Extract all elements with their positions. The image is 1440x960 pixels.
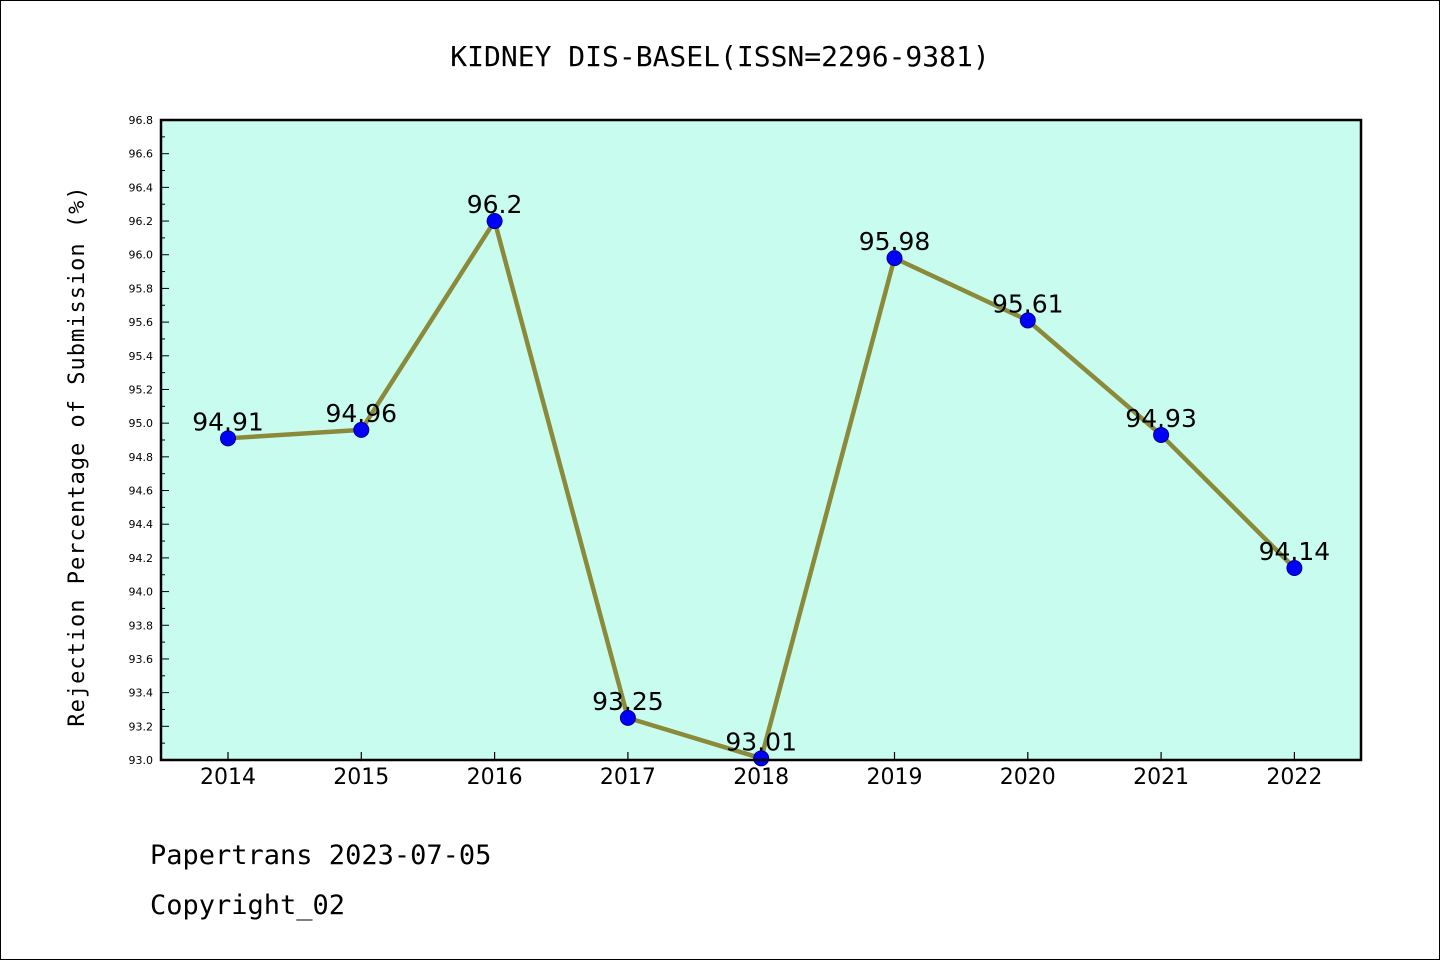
y-tick-label: 94.4 (129, 518, 154, 531)
y-tick-label: 93.0 (129, 754, 154, 767)
y-tick-label: 95.0 (129, 417, 154, 430)
data-label: 94.93 (1125, 404, 1197, 433)
x-tick-label: 2020 (1000, 765, 1056, 790)
data-label-group: 94.91 94.96 96.2 93.25 93.01 95.98 95.61 94.93 9… (192, 190, 1330, 756)
x-tick-label: 2014 (200, 765, 256, 790)
plot-area (161, 120, 1361, 760)
data-label: 95.98 (859, 227, 931, 256)
y-tick-label: 96.0 (129, 249, 154, 262)
data-label: 94.96 (326, 399, 398, 428)
y-tick-label: 96.2 (129, 215, 154, 228)
y-tick-label: 96.4 (129, 181, 154, 194)
data-label: 94.14 (1259, 537, 1331, 566)
data-point (619, 709, 636, 726)
footer-date: Papertrans 2023-07-05 (150, 840, 491, 871)
y-tick-label: 96.6 (129, 148, 154, 161)
y-axis-label: Rejection Percentage of Submission (%) (65, 185, 90, 726)
x-tick-label: 2015 (333, 765, 389, 790)
x-axis: 2014 2015 2016 2017 2018 2019 2020 2021 2022 (200, 752, 1322, 790)
y-tick-label: 93.2 (129, 720, 154, 733)
y-tick-label: 93.6 (129, 653, 154, 666)
data-label: 96.2 (467, 190, 523, 219)
y-tick-label: 94.0 (129, 586, 154, 599)
data-point (486, 213, 503, 230)
y-tick-label: 96.8 (129, 114, 154, 127)
x-tick-label: 2021 (1133, 765, 1189, 790)
plot-border (159, 118, 1363, 762)
y-tick-label: 95.2 (129, 383, 154, 396)
data-point (1153, 426, 1170, 443)
y-tick-label: 94.2 (129, 552, 154, 565)
data-label: 95.61 (992, 289, 1064, 318)
data-point (753, 750, 770, 767)
data-label: 93.25 (592, 687, 664, 716)
y-axis: 93.0 93.2 93.4 93.6 93.8 94.0 94.2 94.4 94.6 94.8… (129, 114, 169, 767)
y-tick-label: 93.4 (129, 687, 154, 700)
y-tick-label: 94.8 (129, 451, 154, 464)
x-tick-label: 2017 (600, 765, 656, 790)
y-tick-label: 95.6 (129, 316, 154, 329)
data-point (886, 250, 903, 267)
data-point (1286, 560, 1303, 576)
data-label: 94.91 (192, 407, 264, 436)
x-tick-label: 2018 (733, 765, 789, 790)
y-tick-label: 93.8 (129, 619, 154, 632)
y-tick-label: 95.4 (129, 350, 154, 363)
data-point (1019, 312, 1036, 329)
data-point (220, 430, 236, 447)
data-label: 93.01 (725, 727, 797, 756)
footer-copyright: Copyright_02 (150, 890, 345, 921)
marker-group (220, 213, 1303, 767)
x-tick-label: 2016 (467, 765, 523, 790)
data-point (353, 421, 370, 438)
chart-title: KIDNEY DIS-BASEL(ISSN=2296-9381) (450, 40, 989, 73)
y-tick-label: 94.6 (129, 485, 154, 498)
x-tick-label: 2019 (867, 765, 923, 790)
x-tick-label: 2022 (1266, 765, 1322, 790)
y-tick-label: 95.8 (129, 282, 154, 295)
